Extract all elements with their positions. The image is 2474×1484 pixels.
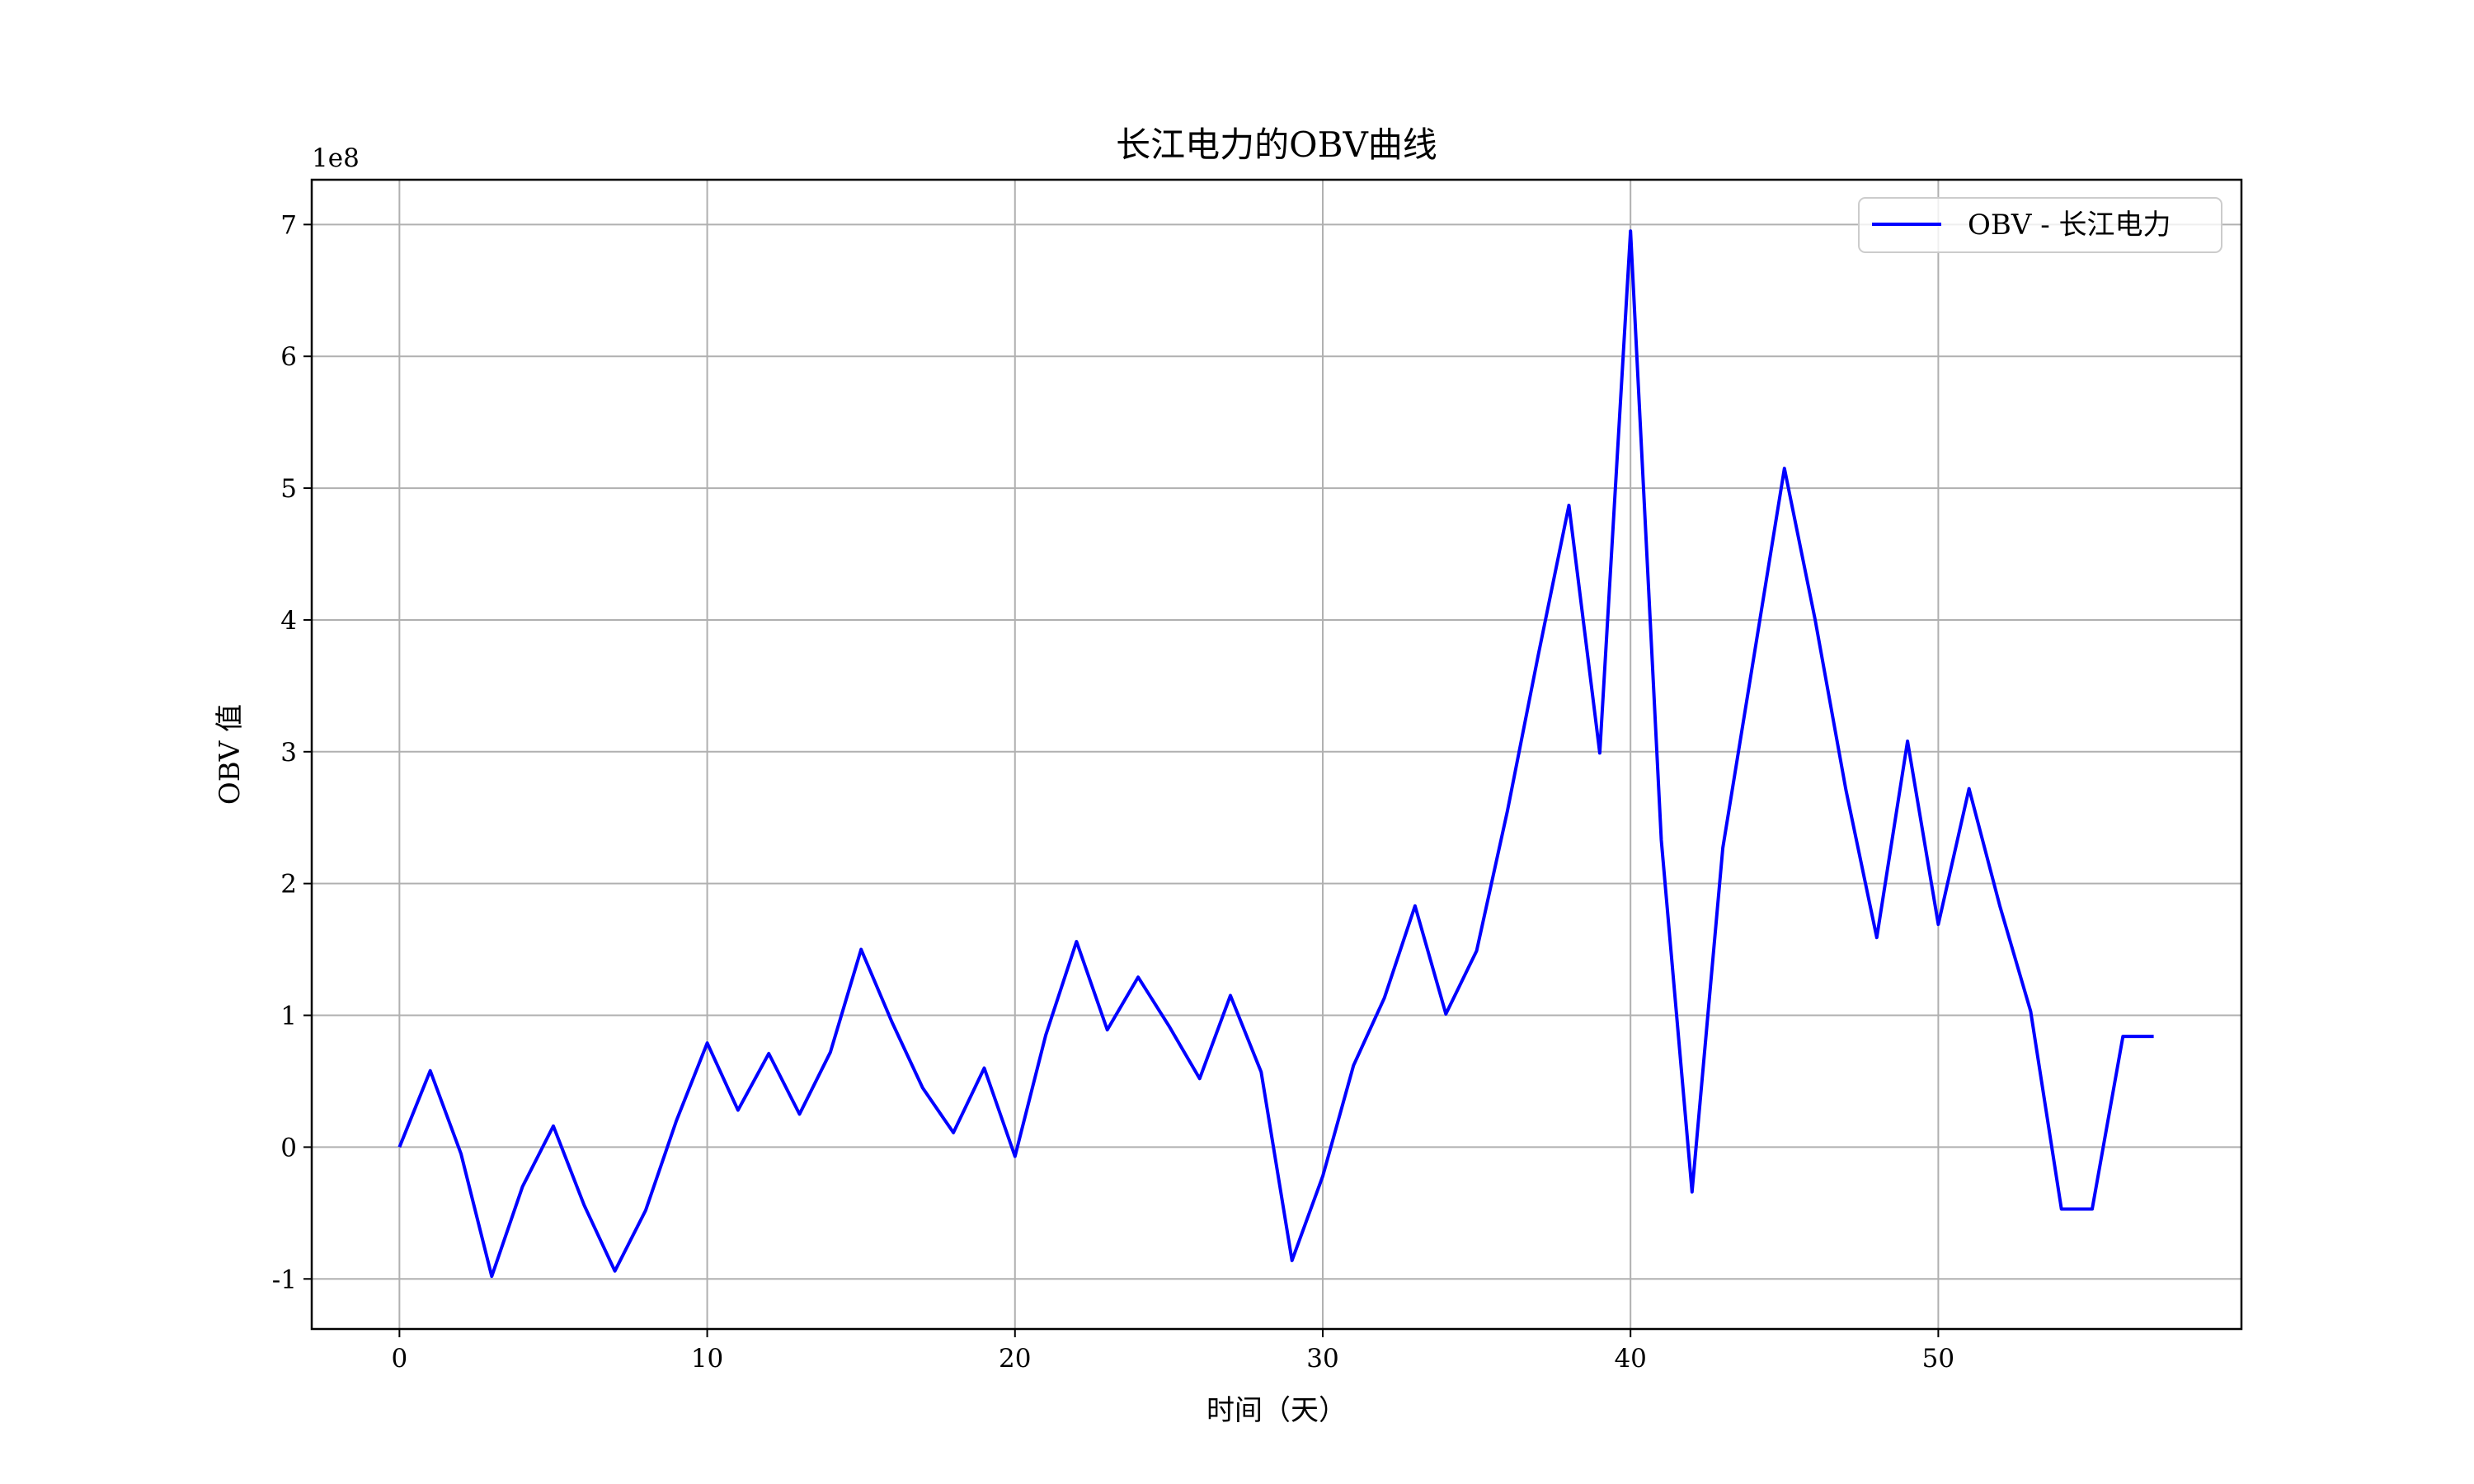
legend: OBV - 长江电力: [1858, 197, 2222, 253]
y-tick-label: 5: [280, 474, 297, 504]
x-axis: 0 10 20 30 40 50: [391, 1329, 1954, 1374]
y-scale-offset-label: 1e8: [312, 143, 360, 173]
y-tick-label: 2: [280, 870, 297, 899]
series-layer: [397, 229, 2154, 1279]
y-tick-label: -1: [272, 1265, 297, 1294]
x-axis-label: 时间（天）: [1206, 1394, 1347, 1427]
axes-frame: [310, 178, 2243, 1331]
x-tick-label: 10: [691, 1344, 723, 1374]
legend-box: [1858, 197, 2222, 253]
chart-title: 长江电力的OBV曲线: [1116, 124, 1437, 165]
y-tick-label: 4: [280, 606, 297, 636]
y-tick-label: 3: [280, 738, 297, 768]
y-tick-label: 1: [280, 1002, 297, 1031]
x-tick-label: 40: [1614, 1344, 1646, 1374]
grid: [312, 180, 2241, 1329]
legend-label: OBV - 长江电力: [1968, 209, 2171, 242]
x-tick-label: 0: [391, 1344, 407, 1374]
y-tick-label: 7: [280, 210, 297, 240]
obv-series-line: [397, 229, 2154, 1279]
y-axis-label: OBV 值: [214, 704, 247, 805]
y-tick-label: 0: [280, 1133, 297, 1162]
y-axis: -1 0 1 2 3 4 5 6 7: [272, 210, 312, 1294]
x-tick-label: 50: [1922, 1344, 1954, 1374]
y-tick-label: 6: [280, 342, 297, 372]
x-tick-label: 20: [999, 1344, 1031, 1374]
x-tick-label: 30: [1306, 1344, 1338, 1374]
